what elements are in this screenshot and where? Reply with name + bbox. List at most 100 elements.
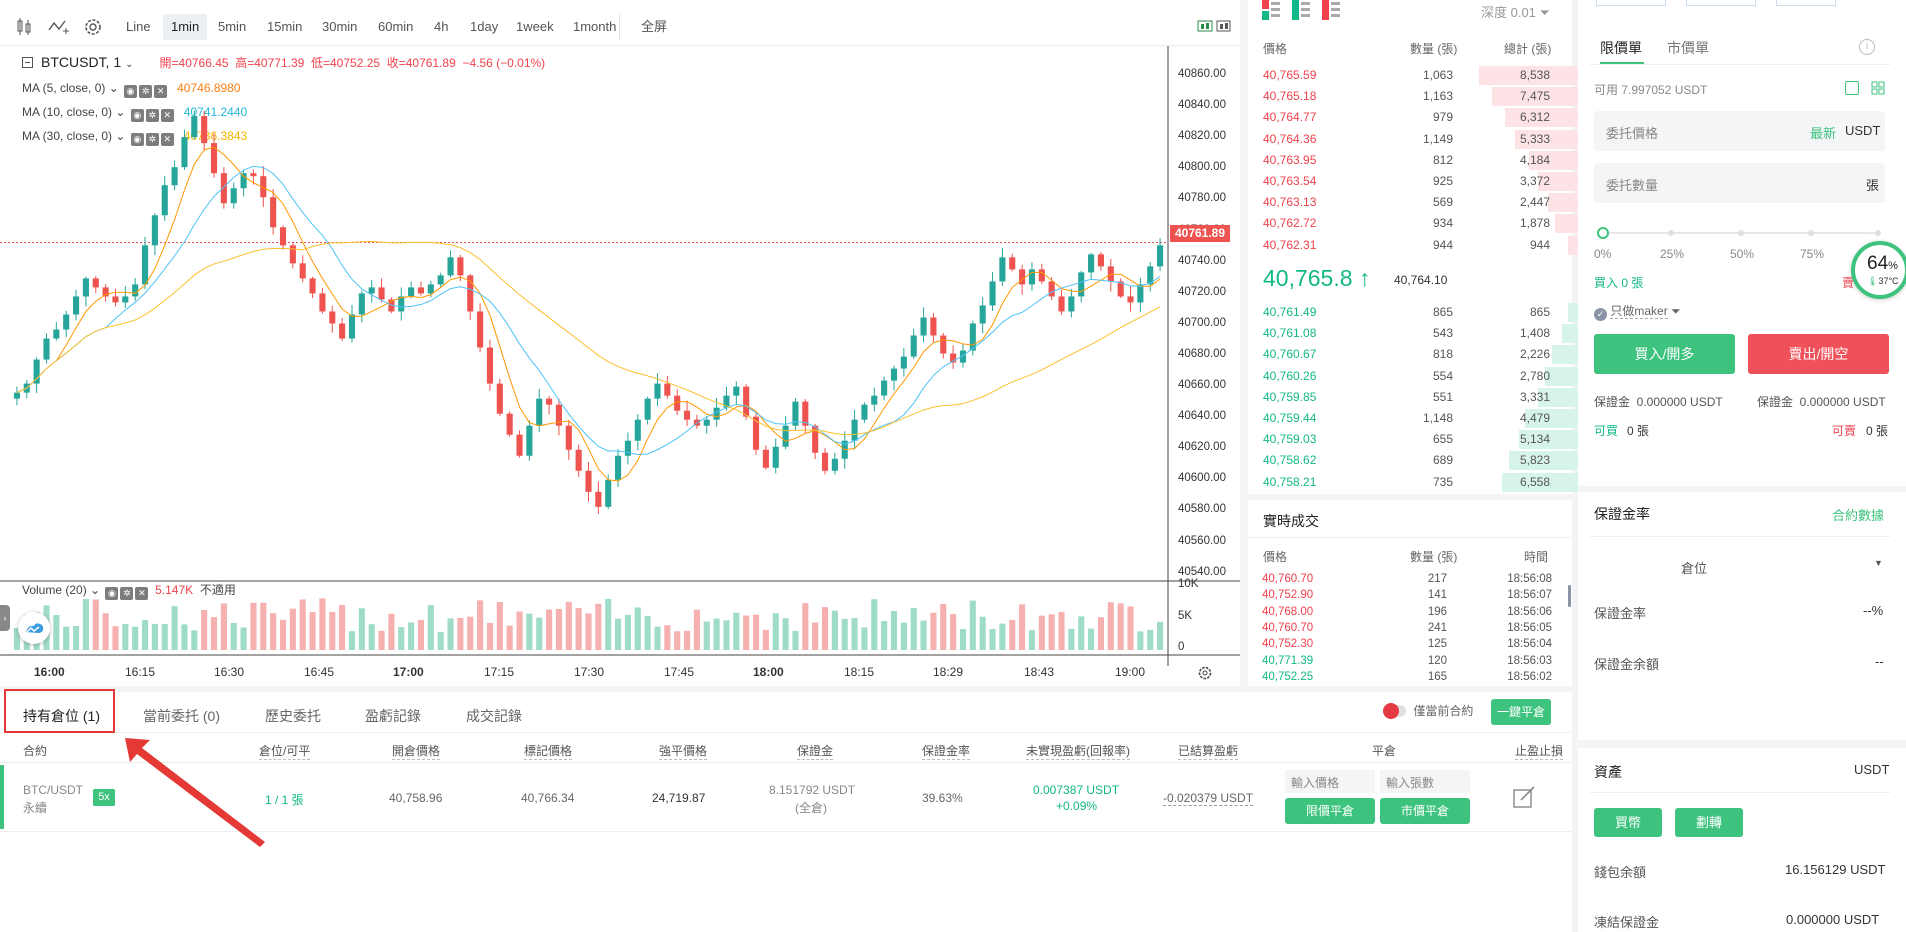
buy-coin-button[interactable]: 買幣 bbox=[1594, 808, 1662, 837]
interval-6[interactable]: 4h bbox=[434, 19, 449, 34]
interval-10[interactable]: 全屏 bbox=[641, 19, 668, 34]
chart-settings-gear-icon[interactable] bbox=[1197, 665, 1213, 681]
interval-4[interactable]: 30min bbox=[322, 19, 358, 34]
settings-gear-icon[interactable] bbox=[83, 17, 103, 37]
bid-row[interactable]: 40,758.21 735 6,558 bbox=[1248, 472, 1578, 493]
bid-row[interactable]: 40,758.62 689 5,823 bbox=[1248, 450, 1578, 471]
toggle-icon[interactable] bbox=[1383, 703, 1406, 719]
orderbook-both-icon[interactable] bbox=[1262, 0, 1280, 20]
positions-tab-1[interactable]: 當前委托 (0) bbox=[143, 708, 220, 724]
ask-row[interactable]: 40,763.13 569 2,447 bbox=[1248, 192, 1578, 213]
tab-market-order[interactable]: 市價單 bbox=[1667, 40, 1709, 56]
bid-row[interactable]: 40,759.44 1,148 4,479 bbox=[1248, 408, 1578, 429]
orderbook-sell-icon[interactable] bbox=[1322, 0, 1340, 20]
price-input[interactable]: 委托價格 最新 USDT bbox=[1594, 111, 1885, 151]
orderbook-buy-icon[interactable] bbox=[1292, 0, 1310, 20]
contract-data-link[interactable]: 合約數據 bbox=[1832, 508, 1885, 523]
edit-icon[interactable] bbox=[1513, 786, 1535, 808]
layout-icons[interactable] bbox=[1197, 19, 1231, 33]
ask-row[interactable]: 40,765.59 1,063 8,538 bbox=[1248, 65, 1578, 86]
ma10-label[interactable]: MA (10, close, 0) bbox=[22, 105, 113, 119]
tradingview-logo[interactable] bbox=[18, 612, 50, 644]
settings-icon[interactable]: ✲ bbox=[145, 109, 159, 122]
interval-9[interactable]: 1month bbox=[573, 19, 617, 34]
quantity-slider[interactable] bbox=[1597, 227, 1882, 239]
transfer-button[interactable]: 劃轉 bbox=[1675, 808, 1743, 837]
close-icon[interactable]: ✕ bbox=[160, 133, 174, 146]
candle-body bbox=[53, 329, 60, 339]
bid-row[interactable]: 40,760.26 554 2,780 bbox=[1248, 366, 1578, 387]
depth-bar bbox=[1492, 87, 1578, 107]
depth-select[interactable]: 深度 0.01 ⏷ bbox=[1481, 5, 1550, 20]
position-select[interactable]: 倉位 ▼ bbox=[1594, 551, 1885, 581]
calculator-icon[interactable] bbox=[1845, 81, 1859, 95]
position-symbol[interactable]: BTC/USDT bbox=[23, 783, 83, 797]
interval-8[interactable]: 1week bbox=[516, 19, 554, 34]
ask-row[interactable]: 40,762.31 944 944 bbox=[1248, 235, 1578, 256]
sidebar-toggle[interactable]: › bbox=[0, 605, 10, 631]
limit-close-button[interactable]: 限價平倉 bbox=[1285, 798, 1375, 824]
bid-row[interactable]: 40,760.67 818 2,226 bbox=[1248, 344, 1578, 365]
only-current-toggle[interactable]: 僅當前合約 bbox=[1383, 702, 1473, 719]
candle-body bbox=[1147, 266, 1154, 285]
visibility-icon[interactable]: ◉ bbox=[105, 587, 119, 600]
ask-row[interactable]: 40,764.36 1,149 5,333 bbox=[1248, 129, 1578, 150]
latest-button[interactable]: 最新 bbox=[1810, 126, 1837, 141]
visibility-icon[interactable]: ◉ bbox=[130, 109, 144, 122]
bid-row[interactable]: 40,759.03 655 5,134 bbox=[1248, 429, 1578, 450]
close-icon[interactable]: ✕ bbox=[135, 587, 149, 600]
close-icon[interactable]: ✕ bbox=[154, 85, 168, 98]
sell-open-short-button[interactable]: 賣出/開空 bbox=[1748, 334, 1889, 374]
positions-tab-3[interactable]: 盈虧記錄 bbox=[365, 708, 421, 724]
candle-type-icon[interactable] bbox=[16, 18, 32, 36]
ask-row[interactable]: 40,764.77 979 6,312 bbox=[1248, 107, 1578, 128]
market-close-button[interactable]: 市價平倉 bbox=[1380, 798, 1470, 824]
candlestick-chart[interactable] bbox=[0, 46, 1240, 666]
maker-checkbox[interactable]: ✓ 只做maker ⏷ bbox=[1594, 302, 1681, 321]
visibility-icon[interactable]: ◉ bbox=[130, 133, 144, 146]
positions-tab-0[interactable]: 持有倉位 (1) bbox=[23, 708, 100, 724]
bid-row[interactable]: 40,761.08 543 1,408 bbox=[1248, 323, 1578, 344]
interval-5[interactable]: 60min bbox=[378, 19, 414, 34]
settings-icon[interactable]: ✲ bbox=[139, 85, 153, 98]
interval-0[interactable]: Line bbox=[126, 19, 151, 34]
leverage-badge[interactable]: 5x bbox=[93, 789, 115, 806]
ask-row[interactable]: 40,762.72 934 1,878 bbox=[1248, 213, 1578, 234]
visibility-icon[interactable]: ◉ bbox=[124, 85, 138, 98]
volume-label[interactable]: Volume (20) bbox=[22, 583, 87, 597]
buy-open-long-button[interactable]: 買入/開多 bbox=[1594, 334, 1735, 374]
interval-1[interactable]: 1min bbox=[163, 14, 208, 40]
check-icon[interactable]: ✓ bbox=[1594, 308, 1607, 321]
positions-tab-2[interactable]: 歷史委托 bbox=[265, 708, 321, 724]
collapse-icon[interactable] bbox=[22, 57, 33, 68]
ask-row[interactable]: 40,763.95 812 4,184 bbox=[1248, 150, 1578, 171]
tab-limit-order[interactable]: 限價單 bbox=[1600, 40, 1642, 56]
settings-icon[interactable]: ✲ bbox=[120, 587, 134, 600]
bid-row[interactable]: 40,759.85 551 3,331 bbox=[1248, 387, 1578, 408]
interval-3[interactable]: 15min bbox=[267, 19, 303, 34]
ask-row[interactable]: 40,763.54 925 3,372 bbox=[1248, 171, 1578, 192]
trades-scrollbar[interactable] bbox=[1568, 585, 1571, 607]
close-qty-input[interactable]: 輸入張數 bbox=[1380, 770, 1470, 793]
ma30-label[interactable]: MA (30, close, 0) bbox=[22, 129, 113, 143]
interval-7[interactable]: 1day bbox=[470, 19, 499, 34]
interval-2[interactable]: 5min bbox=[218, 19, 247, 34]
candle-body bbox=[201, 116, 208, 144]
info-icon[interactable]: i bbox=[1859, 39, 1875, 55]
grid-icon[interactable] bbox=[1871, 81, 1885, 95]
trade-price: 40,760.70 bbox=[1262, 621, 1314, 634]
close-all-button[interactable]: 一鍵平倉 bbox=[1491, 699, 1551, 725]
quantity-input-label: 委托數量 bbox=[1606, 178, 1659, 193]
bid-row[interactable]: 40,761.49 865 865 bbox=[1248, 302, 1578, 323]
ask-row[interactable]: 40,765.18 1,163 7,475 bbox=[1248, 86, 1578, 107]
close-price-input[interactable]: 輸入價格 bbox=[1285, 770, 1375, 793]
positions-tab-4[interactable]: 成交記錄 bbox=[466, 708, 522, 724]
symbol-label[interactable]: BTCUSDT, 1 bbox=[41, 54, 122, 70]
quantity-input[interactable]: 委托數量 張 bbox=[1594, 163, 1885, 203]
slider-handle[interactable] bbox=[1597, 227, 1609, 239]
indicator-icon[interactable] bbox=[48, 18, 70, 36]
ma5-label[interactable]: MA (5, close, 0) bbox=[22, 81, 106, 95]
settings-icon[interactable]: ✲ bbox=[145, 133, 159, 146]
candle-body bbox=[299, 263, 306, 279]
close-icon[interactable]: ✕ bbox=[160, 109, 174, 122]
